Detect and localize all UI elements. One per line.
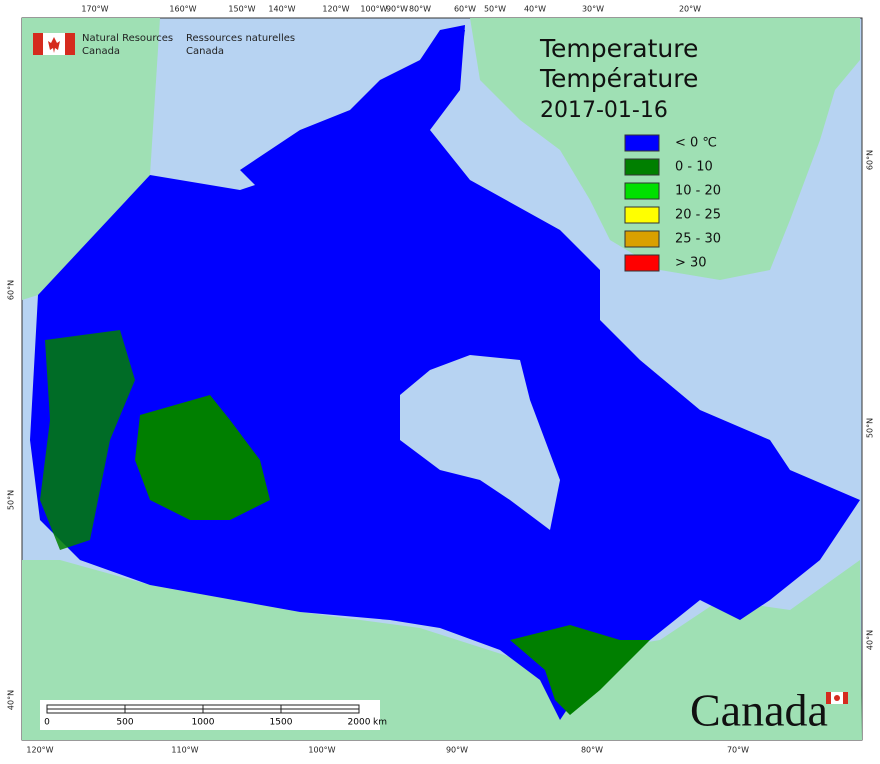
- lon-label: 30°W: [582, 5, 604, 14]
- lon-label: 160°W: [169, 5, 196, 14]
- lon-label: 20°W: [679, 5, 701, 14]
- scale-seg: [124, 704, 204, 710]
- scale-label: 1000: [192, 718, 215, 728]
- lon-label: 60°W: [454, 5, 476, 14]
- lon-label: 80°W: [581, 746, 603, 755]
- legend-label: < 0 ℃: [675, 136, 717, 151]
- scale-label: 2000: [348, 718, 371, 728]
- warm-bc: [40, 330, 135, 550]
- agency-fr: Ressources naturelles: [186, 33, 295, 44]
- lat-label: 50°N: [866, 418, 875, 438]
- lon-label: 90°W: [386, 5, 408, 14]
- scale-seg: [46, 708, 126, 714]
- lon-label: 100°W: [308, 746, 335, 755]
- scale-bar: 0 500 1000 1500 2000 km: [40, 700, 387, 730]
- lon-label: 110°W: [171, 746, 198, 755]
- wordmark: Canada: [690, 685, 828, 736]
- lat-label: 40°N: [866, 630, 875, 650]
- wordmark-flag: [826, 692, 848, 704]
- legend-label: > 30: [675, 256, 707, 271]
- agency-fr: Canada: [186, 46, 224, 57]
- warm-ontario: [510, 625, 650, 715]
- legend-swatch: [624, 254, 660, 272]
- lat-label: 60°N: [7, 280, 16, 300]
- arctic-islands: [240, 30, 465, 200]
- lat-label: 40°N: [7, 690, 16, 710]
- lon-label: 90°W: [446, 746, 468, 755]
- scale-unit: km: [373, 718, 387, 728]
- scale-seg: [202, 704, 282, 710]
- lon-label: 50°W: [484, 5, 506, 14]
- scale-seg: [202, 708, 282, 714]
- scale-seg: [46, 704, 126, 710]
- lat-label: 60°N: [866, 150, 875, 170]
- legend-swatch: [624, 206, 660, 224]
- scale-seg: [280, 708, 360, 714]
- greenland: [470, 18, 860, 280]
- lon-label: 170°W: [81, 5, 108, 14]
- scale-label: 500: [116, 718, 133, 728]
- agency-en: Natural Resources: [82, 33, 173, 44]
- flag: [33, 33, 75, 55]
- lon-label: 150°W: [228, 5, 255, 14]
- scale-label: 1500: [270, 718, 293, 728]
- lon-label: 40°W: [524, 5, 546, 14]
- scale-seg: [124, 708, 204, 714]
- legend-swatch: [624, 158, 660, 176]
- title-en: Temperature: [539, 34, 698, 63]
- legend-label: 20 - 25: [675, 208, 721, 223]
- lon-label: 120°W: [322, 5, 349, 14]
- scale-label: 0: [44, 718, 50, 728]
- alaska: [22, 18, 160, 300]
- lon-label: 140°W: [268, 5, 295, 14]
- legend-label: 25 - 30: [675, 232, 721, 247]
- lon-label: 70°W: [727, 746, 749, 755]
- legend-label: 0 - 10: [675, 160, 713, 175]
- graticule-labels: 170°W 160°W 150°W 140°W 120°W 100°W90°W 80°W 60…: [7, 5, 875, 755]
- title-date: 2017-01-16: [540, 98, 668, 123]
- title-fr: Température: [539, 64, 698, 93]
- legend: < 0 ℃ 0 - 10 10 - 20 20 - 25 25 - 30 > 30: [624, 134, 721, 272]
- lat-label: 50°N: [7, 490, 16, 510]
- agency-en: Canada: [82, 46, 120, 57]
- usa: [22, 560, 862, 740]
- legend-swatch: [624, 134, 660, 152]
- scale-seg: [280, 704, 360, 710]
- lon-label: 80°W: [409, 5, 431, 14]
- legend-swatch: [624, 182, 660, 200]
- warm-prairie: [135, 395, 270, 520]
- lon-label: 100°W: [360, 5, 387, 14]
- legend-swatch: [624, 230, 660, 248]
- lon-label: 120°W: [26, 746, 53, 755]
- hudson-bay: [400, 355, 560, 530]
- legend-label: 10 - 20: [675, 184, 721, 199]
